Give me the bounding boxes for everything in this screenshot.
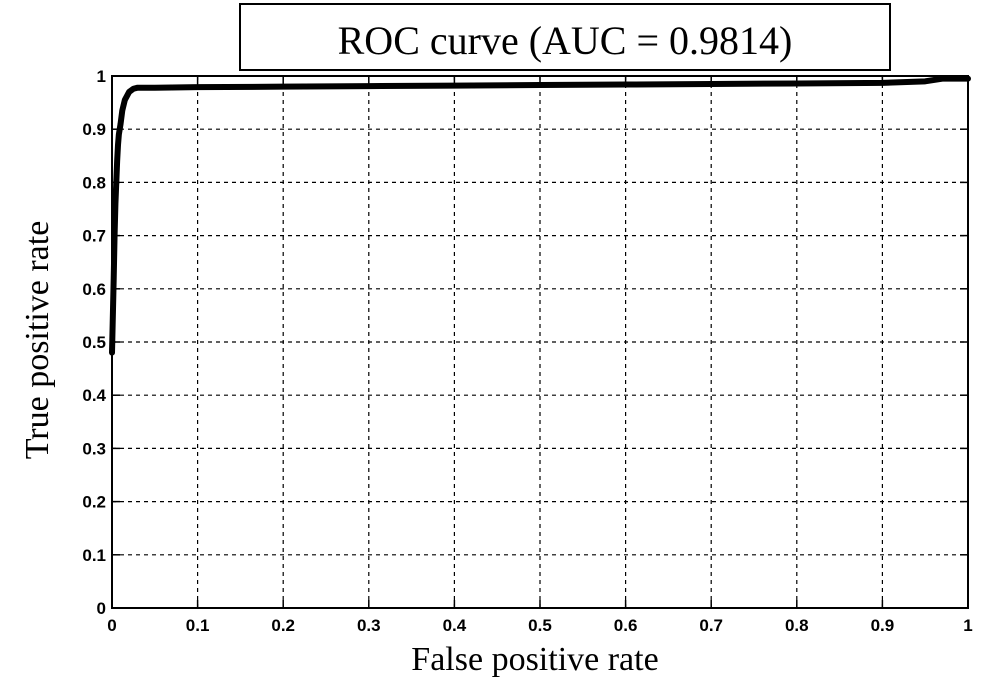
y-tick-label: 0.5 xyxy=(82,333,106,352)
grid xyxy=(112,76,968,608)
tick-labels: 0 0.1 0.2 0.3 0.4 0.5 0.6 0.7 0.8 0.9 1 0 0.1 0.2 0.3 0… xyxy=(82,67,972,635)
tick-marks xyxy=(111,75,969,609)
chart-title-box xyxy=(239,3,891,71)
y-tick-label: 0 xyxy=(97,599,106,618)
y-tick-label: 0.8 xyxy=(82,173,106,192)
y-tick-label: 0.3 xyxy=(82,439,106,458)
y-tick-label: 0.2 xyxy=(82,493,106,512)
chart-title-group: ROC curve (AUC = 0.9814) xyxy=(239,3,891,71)
x-tick-label: 0.7 xyxy=(699,616,723,635)
x-tick-label: 0.1 xyxy=(186,616,210,635)
y-axis-label: True positive rate xyxy=(19,221,56,460)
x-tick-label: 0.3 xyxy=(357,616,381,635)
y-tick-label: 0.4 xyxy=(82,386,106,405)
y-tick-label: 1 xyxy=(97,67,106,86)
chart-title: ROC curve (AUC = 0.9814) xyxy=(338,18,793,63)
x-tick-label: 0.5 xyxy=(528,616,552,635)
x-tick-label: 0.8 xyxy=(785,616,809,635)
x-tick-label: 0 xyxy=(107,616,116,635)
x-tick-label: 0.9 xyxy=(871,616,895,635)
x-tick-label: 0.4 xyxy=(443,616,467,635)
x-tick-label: 1 xyxy=(963,616,972,635)
x-tick-label: 0.6 xyxy=(614,616,638,635)
y-tick-label: 0.7 xyxy=(82,227,106,246)
x-axis-label: False positive rate xyxy=(411,641,658,678)
y-tick-label: 0.1 xyxy=(82,546,106,565)
roc-curve-line xyxy=(109,75,971,356)
x-tick-label: 0.2 xyxy=(271,616,295,635)
y-tick-label: 0.9 xyxy=(82,120,106,139)
y-tick-label: 0.6 xyxy=(82,280,106,299)
